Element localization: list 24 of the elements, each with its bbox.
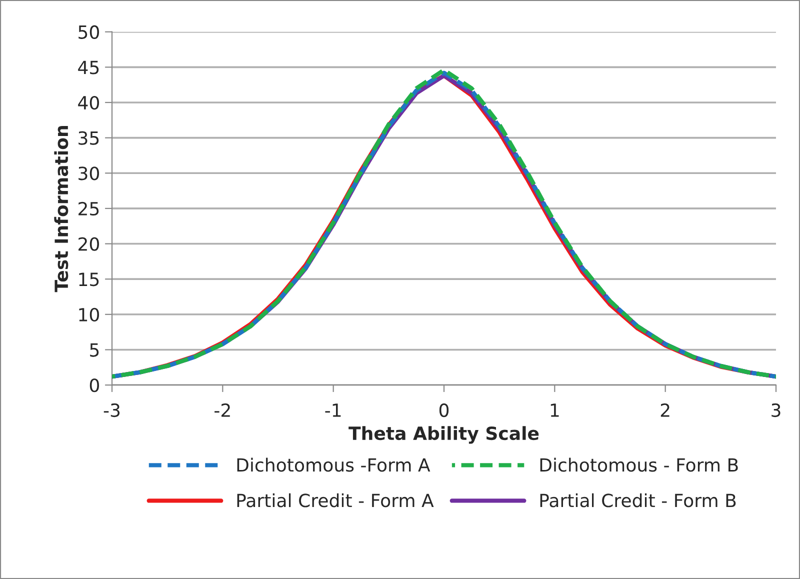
legend-label: Dichotomous -Form A [237, 458, 430, 472]
x-tick-label: 0 [439, 403, 449, 418]
legend-label: Partial Credit - Form B [540, 493, 736, 508]
x-tick-label: -2 [214, 403, 230, 417]
y-tick-label: 0 [90, 378, 99, 392]
y-axis-title: Test Information [54, 126, 68, 292]
x-tick-label: 3 [772, 403, 780, 418]
y-tick-label: 25 [78, 202, 99, 216]
legend-label: Dichotomous - Form B [540, 458, 738, 472]
y-tick-label: 50 [78, 25, 99, 39]
y-tick-label: 10 [79, 308, 99, 322]
x-tick-label: -3 [104, 403, 120, 418]
y-tick-label: 40 [78, 96, 99, 110]
x-tick-label: 1 [550, 404, 559, 417]
y-tick-label: 15 [79, 272, 99, 286]
y-tick-label: 35 [78, 131, 99, 145]
legend-label: Partial Credit - Form A [237, 493, 434, 508]
y-tick-label: 5 [90, 343, 99, 357]
x-tick-label: 2 [660, 403, 670, 417]
x-axis-title: Theta Ability Scale [348, 426, 539, 444]
y-tick-label: 20 [78, 237, 99, 251]
x-tick-label: -1 [325, 404, 341, 417]
y-tick-label: 30 [78, 166, 99, 180]
y-tick-label: 45 [78, 60, 99, 74]
